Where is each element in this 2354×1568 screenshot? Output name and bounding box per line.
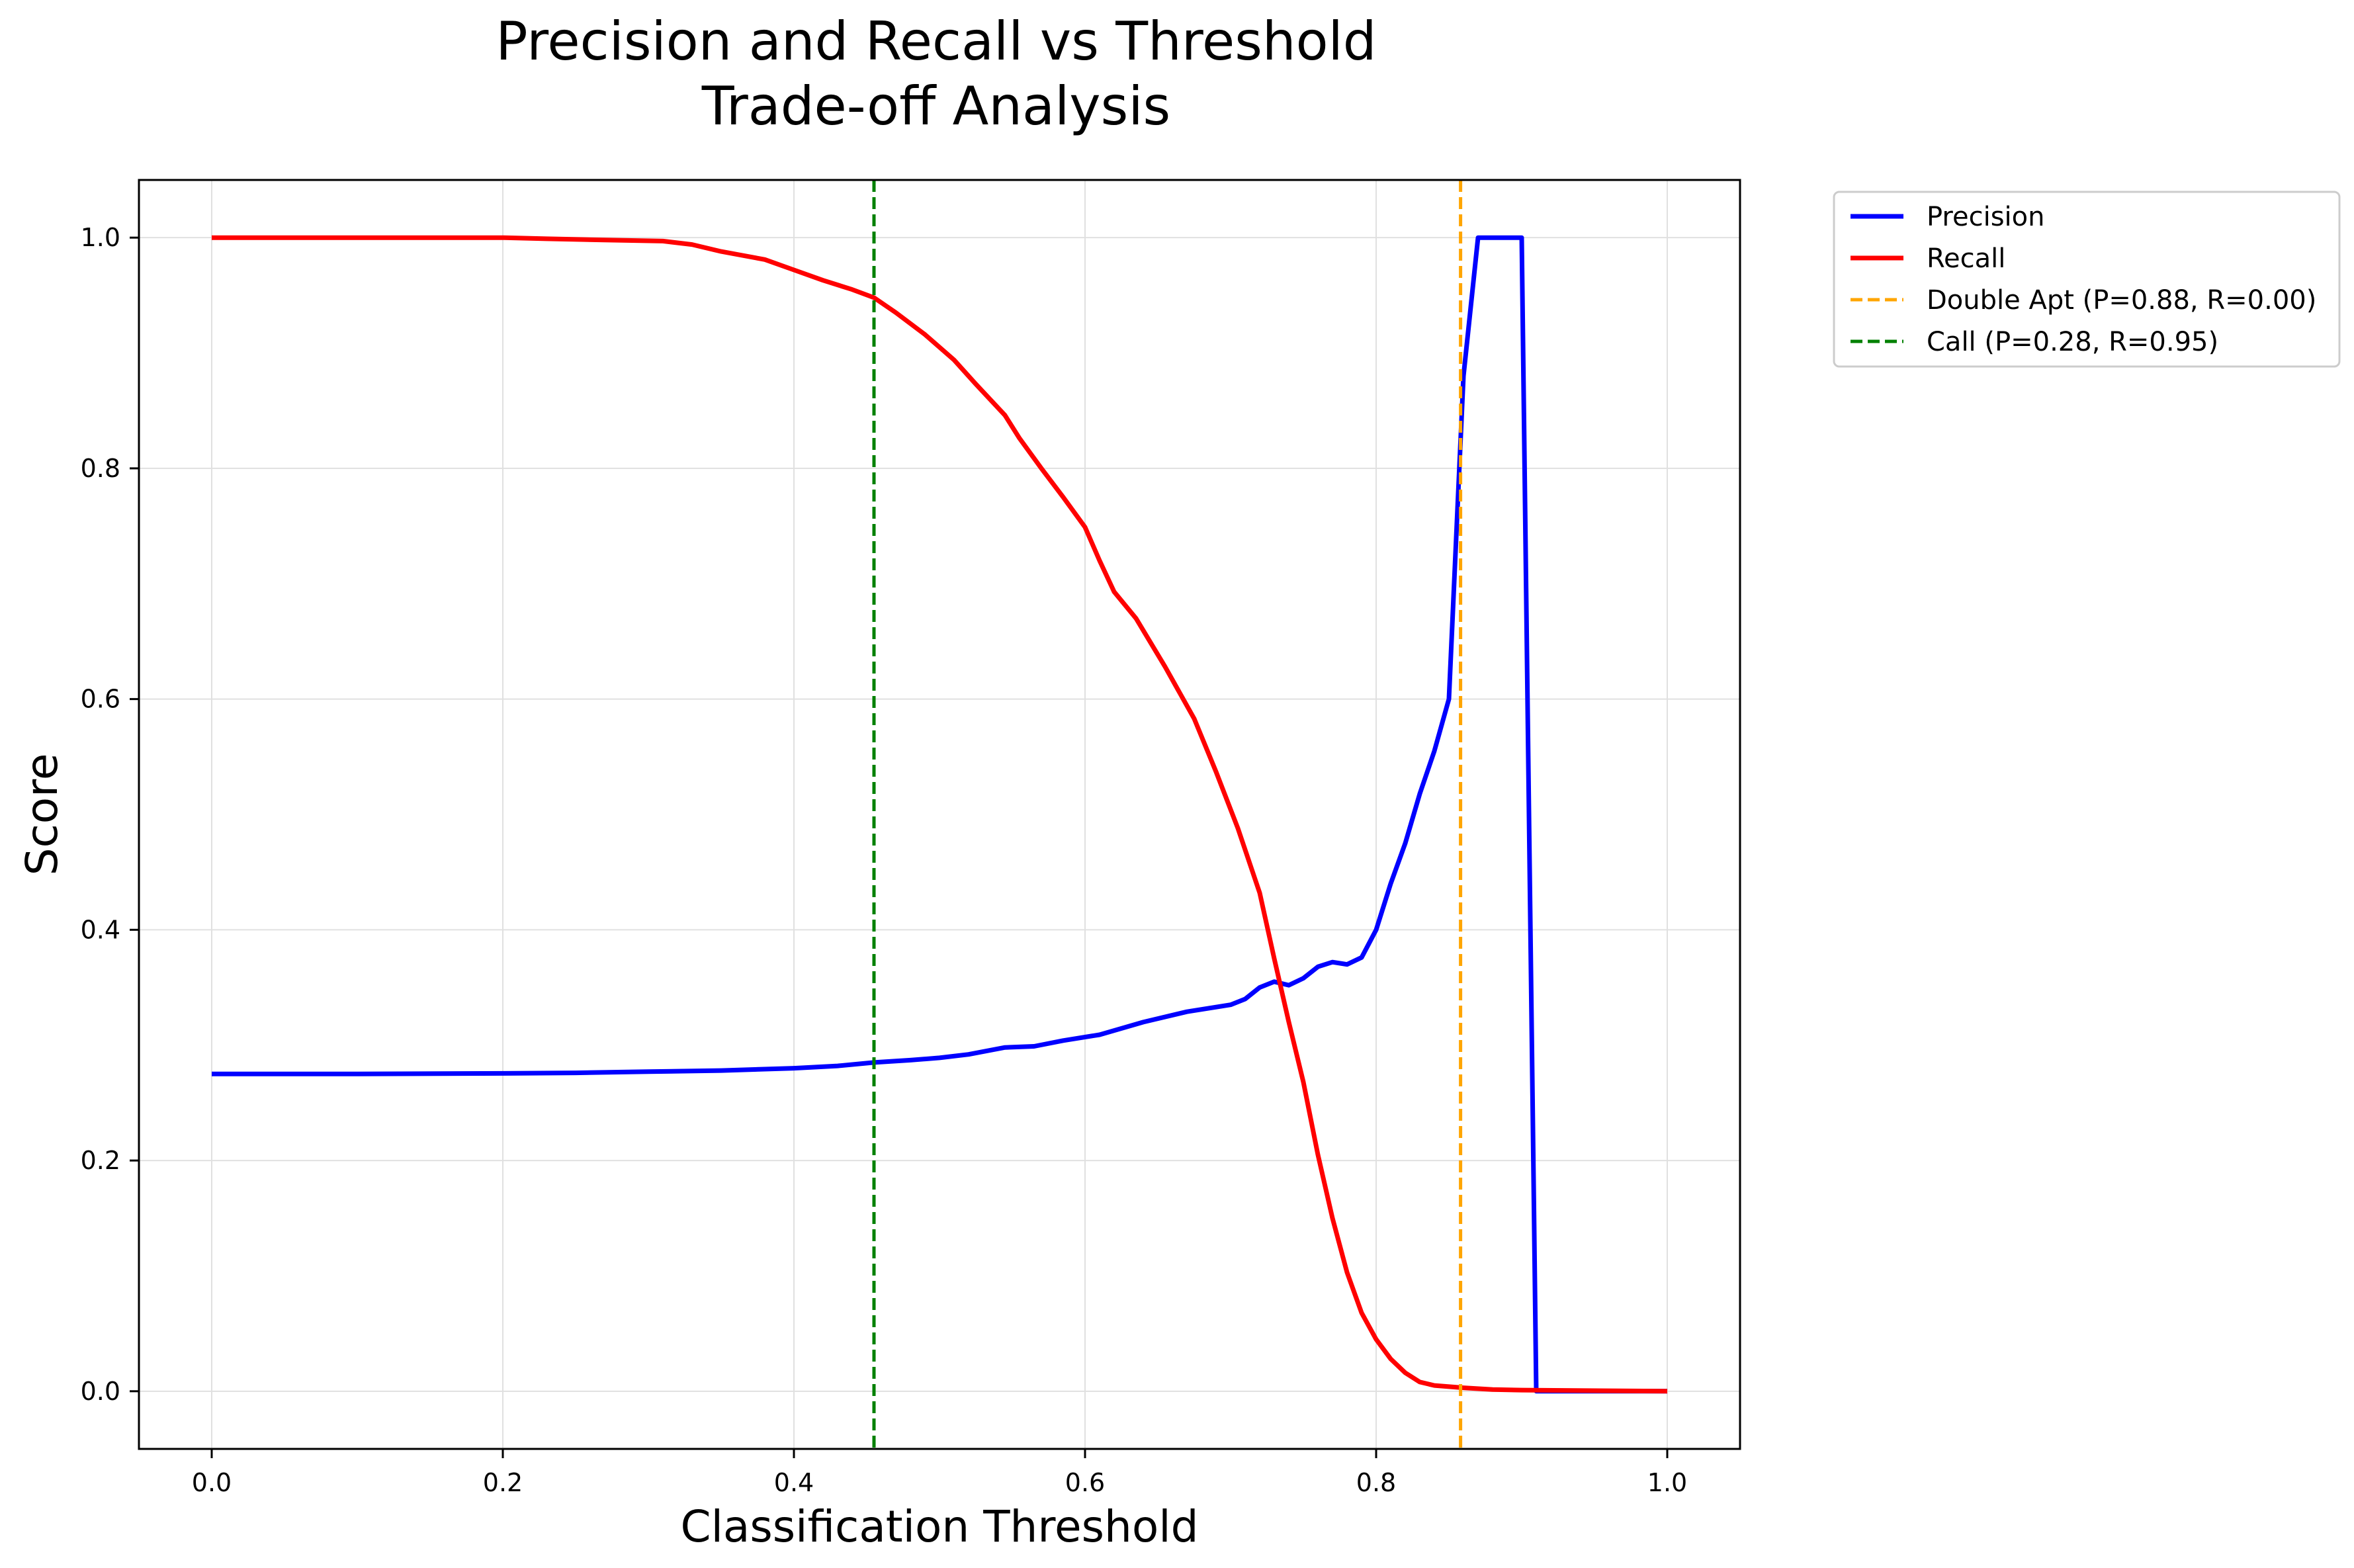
chart-title-line-2: Trade-off Analysis xyxy=(701,75,1170,137)
legend-label: Double Apt (P=0.88, R=0.00) xyxy=(1927,285,2316,316)
legend-label: Recall xyxy=(1927,243,2005,274)
x-axis-label: Classification Threshold xyxy=(681,1501,1199,1552)
chart-title-line-1: Precision and Recall vs Threshold xyxy=(496,11,1376,72)
legend: Precision Recall Double Apt (P=0.88, R=0.0… xyxy=(1833,191,2341,368)
y-tick-label: 0.2 xyxy=(81,1146,120,1175)
recall-line xyxy=(212,235,1668,1394)
plot-series xyxy=(212,180,1668,1449)
x-tick-label: 1.0 xyxy=(1647,1468,1687,1497)
grid xyxy=(139,180,1740,1449)
x-tick-label: 0.0 xyxy=(192,1468,232,1497)
y-tick-label: 0.6 xyxy=(81,685,120,714)
legend-items: Precision Recall Double Apt (P=0.88, R=0.0… xyxy=(1851,202,2316,357)
y-tick-label: 0.8 xyxy=(81,454,120,483)
y-tick-label: 1.0 xyxy=(81,223,120,252)
axis-ticks: 0.0 0.2 0.4 0.6 0.8 1.0 0.0 0.2 0.4 0.6 0.8 1.0 xyxy=(81,223,1688,1497)
x-tick-label: 0.8 xyxy=(1356,1468,1396,1497)
precision-line xyxy=(212,235,1667,1394)
x-tick-label: 0.2 xyxy=(483,1468,523,1497)
y-tick-label: 0.4 xyxy=(81,915,120,944)
legend-box xyxy=(1833,191,2341,368)
y-tick-label: 0.0 xyxy=(81,1377,120,1406)
x-tick-label: 0.6 xyxy=(1065,1468,1105,1497)
legend-label: Call (P=0.28, R=0.95) xyxy=(1927,327,2218,357)
legend-label: Precision xyxy=(1927,202,2044,232)
y-axis-label: Score xyxy=(17,754,67,876)
plot-area-frame xyxy=(138,179,1741,1450)
x-tick-label: 0.4 xyxy=(774,1468,814,1497)
